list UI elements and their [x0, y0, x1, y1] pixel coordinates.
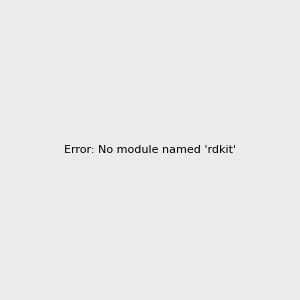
Text: Error: No module named 'rdkit': Error: No module named 'rdkit'	[64, 145, 236, 155]
